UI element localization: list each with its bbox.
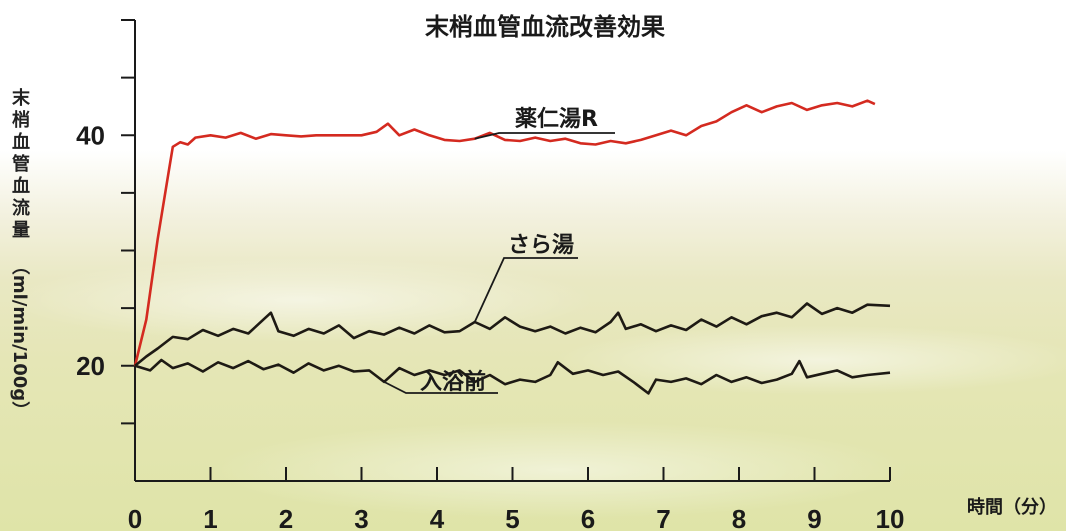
chart-title: 末梢血管血流改善効果 xyxy=(425,13,665,41)
y-axis-label-char: 管 xyxy=(12,154,30,175)
series-line-1 xyxy=(134,302,891,367)
y-tick-label: 20 xyxy=(76,351,105,381)
y-axis-label: 末梢血管血流量 xyxy=(8,88,34,242)
y-axis-label-char: 末 xyxy=(12,88,30,109)
axes: 20 40 0 1 2 3 4 5 6 7 8 9 10 xyxy=(76,19,905,531)
y-axis-label-char: 流 xyxy=(12,198,30,219)
series-line-0 xyxy=(133,99,876,367)
y-axis-label-char: 血 xyxy=(12,132,30,153)
series-layer xyxy=(133,99,891,395)
x-tick-label: 9 xyxy=(807,504,821,531)
series-line-2 xyxy=(134,358,891,395)
y-axis-unit: （ml/min/100g） xyxy=(9,256,30,420)
x-tick-label: 1 xyxy=(203,504,217,531)
y-axis-label-char: 梢 xyxy=(12,110,30,131)
series-leader-line xyxy=(473,257,578,323)
series-leader-line xyxy=(474,132,615,140)
series-leader-line xyxy=(383,381,498,394)
y-axis-label-char: 血 xyxy=(12,176,30,197)
series-label: 薬仁湯R xyxy=(515,106,598,132)
series-label: さら湯 xyxy=(508,233,574,258)
x-tick-label: 2 xyxy=(279,504,293,531)
y-tick-label: 40 xyxy=(76,120,105,150)
x-tick-label: 4 xyxy=(430,504,445,531)
x-axis-label: 時間（分） xyxy=(967,497,1057,518)
x-tick-label: 5 xyxy=(505,504,519,531)
x-tick-label: 10 xyxy=(876,504,905,531)
y-axis-label-char: 量 xyxy=(12,220,30,241)
x-tick-label: 0 xyxy=(128,504,142,531)
x-tick-label: 6 xyxy=(581,504,595,531)
x-tick-label: 7 xyxy=(656,504,670,531)
series-label: 入浴前 xyxy=(420,369,486,395)
x-tick-label: 8 xyxy=(732,504,746,531)
x-tick-label: 3 xyxy=(354,504,368,531)
